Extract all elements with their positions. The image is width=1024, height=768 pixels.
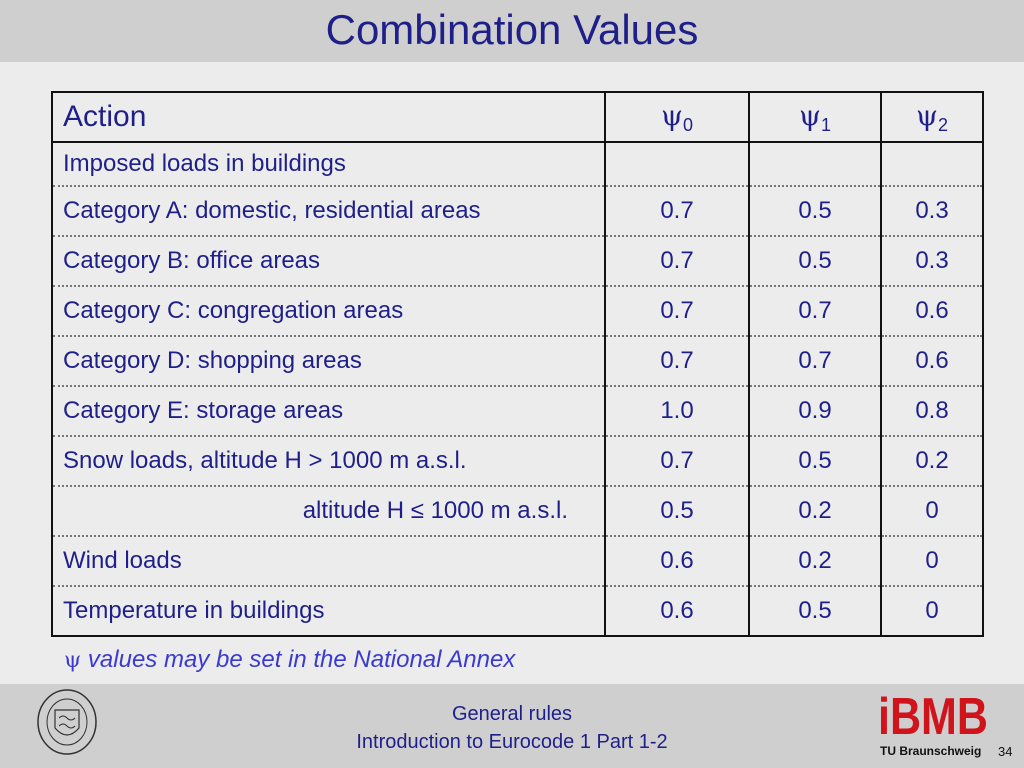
psi2-value: 0 (881, 536, 982, 587)
header-psi0: ψ0 (605, 93, 750, 143)
psi1-value: 0.9 (749, 386, 882, 437)
page-number: 34 (998, 744, 1013, 759)
psi2-value: 0 (925, 597, 939, 624)
row-label: altitude H ≤ 1000 m a.s.l. (53, 486, 606, 537)
psi1-value: 0.5 (749, 186, 882, 237)
brand-subtitle: TU Braunschweig (880, 744, 982, 758)
header-psi2: ψ2 (881, 93, 982, 143)
psi2-subscript: 2 (937, 114, 948, 135)
row-label: Category E: storage areas (53, 386, 606, 437)
psi2-value: 0.8 (881, 386, 982, 437)
psi1-value: 0.2 (749, 486, 882, 537)
psi2-value: 0.6 (881, 336, 982, 387)
psi1-value: 0.5 (749, 236, 882, 287)
title-bar (0, 0, 1024, 62)
psi0-value: 0.7 (605, 186, 750, 237)
table-row: Wind loads 0.6 0.2 0 (53, 536, 982, 587)
psi0-value: 0.6 (605, 586, 750, 635)
note-text: values may be set in the National Annex (81, 646, 516, 673)
row-label: Category C: congregation areas (53, 286, 606, 337)
svg-text:iBMB: iBMB (878, 690, 988, 738)
psi0-value: 1.0 (605, 386, 750, 437)
header-action: Action (53, 93, 606, 143)
psi1-value: 0.2 (749, 536, 882, 587)
psi1-subscript: 1 (820, 114, 831, 135)
psi-symbol: ψ (661, 98, 683, 132)
psi0-value: 0.7 (605, 436, 750, 487)
psi1-value: 0.5 (749, 586, 882, 635)
psi0-value: 0.7 (605, 336, 750, 387)
psi0-value (605, 142, 750, 187)
footer-line-2: Introduction to Eurocode 1 Part 1-2 (356, 731, 668, 753)
combination-values-table: Action ψ0 ψ1 ψ2 Imposed loads in buildin… (51, 91, 984, 637)
table-row: Imposed loads in buildings (53, 142, 982, 187)
psi1-value: 0.5 (749, 436, 882, 487)
footer-line-1: General rules (451, 703, 573, 725)
header-psi1: ψ1 (749, 93, 882, 143)
university-seal-icon (37, 689, 97, 755)
psi0-value: 0.7 (605, 236, 750, 287)
note-psi-symbol: ψ (64, 648, 82, 673)
psi-symbol: ψ (799, 98, 821, 132)
psi1-value: 0.7 (749, 336, 882, 387)
row-label: Category D: shopping areas (53, 336, 606, 387)
table-row: Category E: storage areas 1.0 0.9 0.8 (53, 386, 982, 437)
psi2-value (881, 142, 982, 187)
psi0-value: 0.7 (605, 286, 750, 337)
table-row: Snow loads, altitude H > 1000 m a.s.l. 0… (53, 436, 982, 487)
psi2-value: 0.6 (881, 286, 982, 337)
table-row: altitude H ≤ 1000 m a.s.l. 0.5 0.2 0 (53, 486, 982, 537)
slide-title: Combination Values (325, 6, 699, 53)
row-label: Temperature in buildings (53, 586, 606, 635)
footer-bar (0, 684, 1024, 768)
psi-symbol: ψ (916, 98, 938, 132)
psi0-subscript: 0 (682, 114, 693, 135)
psi2-value: 0.3 (881, 236, 982, 287)
psi1-value (749, 142, 882, 187)
psi2-value: 0.2 (881, 436, 982, 487)
row-label: Wind loads (53, 536, 606, 587)
table-row: Category A: domestic, residential areas … (53, 186, 982, 237)
psi1-value: 0.7 (749, 286, 882, 337)
row-label: Category A: domestic, residential areas (53, 186, 606, 237)
table-row: Category D: shopping areas 0.7 0.7 0.6 (53, 336, 982, 387)
row-label: Imposed loads in buildings (53, 142, 606, 187)
table-header-row: Action ψ0 ψ1 ψ2 (53, 93, 982, 143)
row-label: Category B: office areas (53, 236, 606, 287)
psi0-value: 0.5 (605, 486, 750, 537)
table-row: Temperature in buildings 0.6 0.5 0 (53, 586, 982, 635)
footer-caption: General rules Introduction to Eurocode 1… (250, 700, 774, 756)
ibmb-logo-icon: iBMB (878, 690, 988, 738)
row-label: Snow loads, altitude H > 1000 m a.s.l. (53, 436, 606, 487)
table-row: Category C: congregation areas 0.7 0.7 0… (53, 286, 982, 337)
psi2-value: 0 (881, 486, 982, 537)
psi2-value: 0.3 (881, 186, 982, 237)
psi0-value: 0.6 (605, 536, 750, 587)
national-annex-note: ψ values may be set in the National Anne… (64, 646, 515, 674)
table-row: Category B: office areas 0.7 0.5 0.3 (53, 236, 982, 287)
